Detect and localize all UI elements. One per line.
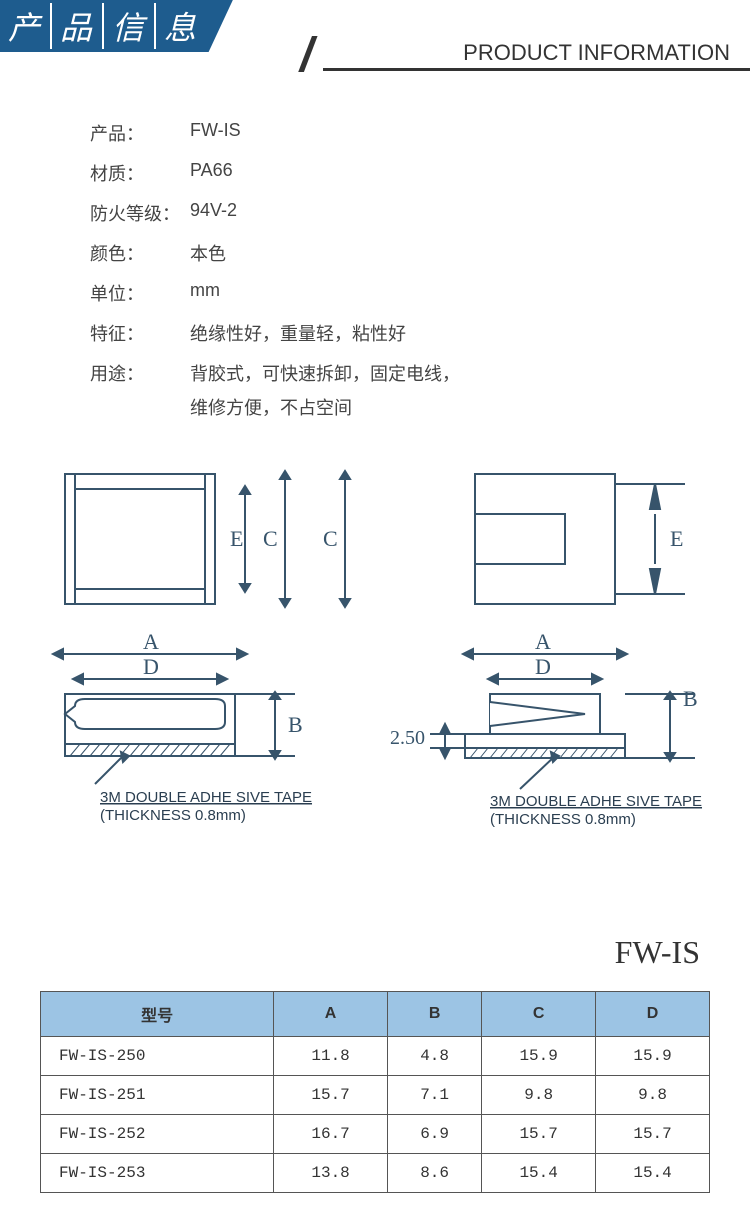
spec-sub: 维修方便，不占空间 (190, 394, 660, 420)
spec-row: 产品：FW-IS (90, 120, 660, 146)
spec-row: 颜色：本色 (90, 240, 660, 266)
technical-diagram: E C C E (0, 464, 750, 924)
spec-label: 单位： (90, 280, 190, 306)
table-cell: 7.1 (388, 1076, 482, 1115)
svg-text:A: A (143, 629, 159, 654)
table-cell: 4.8 (388, 1037, 482, 1076)
spec-value: FW-IS (190, 120, 241, 146)
svg-text:D: D (143, 654, 159, 679)
spec-label: 颜色： (90, 240, 190, 266)
table-cell: 15.7 (274, 1076, 388, 1115)
table-cell: 15.9 (596, 1037, 710, 1076)
spec-label: 特征： (90, 320, 190, 346)
table-row: FW-IS-25011.84.815.915.9 (41, 1037, 710, 1076)
svg-text:B: B (288, 712, 303, 737)
spec-value: PA66 (190, 160, 233, 186)
product-code: FW-IS (0, 934, 750, 971)
banner-char: 产 (0, 3, 52, 49)
table-header: B (388, 992, 482, 1037)
header: 产品信息 / PRODUCT INFORMATION (0, 0, 750, 70)
spec-table: 型号ABCD FW-IS-25011.84.815.915.9FW-IS-251… (40, 991, 710, 1193)
svg-text:A: A (535, 629, 551, 654)
spec-label: 产品： (90, 120, 190, 146)
table-cell: 16.7 (274, 1115, 388, 1154)
banner-slash-icon (206, 0, 236, 52)
subtitle-wrap: / PRODUCT INFORMATION (300, 28, 750, 83)
spec-row: 用途：背胶式，可快速拆卸，固定电线， (90, 360, 660, 386)
svg-text:2.50: 2.50 (390, 727, 425, 749)
svg-text:C: C (263, 526, 278, 551)
spec-label: 材质： (90, 160, 190, 186)
banner-char: 信 (104, 3, 156, 49)
table-row: FW-IS-25216.76.915.715.7 (41, 1115, 710, 1154)
table-header: A (274, 992, 388, 1037)
tape-note-2: 3M DOUBLE ADHE SIVE TAPE (490, 793, 702, 810)
table-cell: 15.4 (482, 1154, 596, 1193)
table-cell: 6.9 (388, 1115, 482, 1154)
spec-row: 防火等级：94V-2 (90, 200, 660, 226)
slash-icon: / (300, 28, 313, 83)
spec-value: 背胶式，可快速拆卸，固定电线， (190, 360, 460, 386)
table-cell: 9.8 (482, 1076, 596, 1115)
banner-char: 息 (156, 3, 206, 49)
table-header: D (596, 992, 710, 1037)
table-header: C (482, 992, 596, 1037)
svg-text:E: E (670, 526, 683, 551)
table-cell: 13.8 (274, 1154, 388, 1193)
table-cell: 15.7 (482, 1115, 596, 1154)
spec-value: 本色 (190, 240, 226, 266)
spec-label: 防火等级： (90, 200, 190, 226)
spec-value: 94V-2 (190, 200, 237, 226)
table-header: 型号 (41, 992, 274, 1037)
table-cell: 11.8 (274, 1037, 388, 1076)
table-cell: 15.9 (482, 1037, 596, 1076)
tape-thick-1: (THICKNESS 0.8mm) (100, 807, 246, 824)
table-row: FW-IS-25313.88.615.415.4 (41, 1154, 710, 1193)
table-cell: 9.8 (596, 1076, 710, 1115)
banner-char: 品 (52, 3, 104, 49)
specs-list: 产品：FW-IS材质：PA66防火等级：94V-2颜色：本色单位：mm特征：绝缘… (0, 100, 750, 464)
spec-value: 绝缘性好，重量轻，粘性好 (190, 320, 406, 346)
subtitle: PRODUCT INFORMATION (323, 40, 750, 71)
diagram-svg: E C C E (45, 464, 705, 864)
tape-thick-2: (THICKNESS 0.8mm) (490, 811, 636, 828)
spec-label: 用途： (90, 360, 190, 386)
svg-text:B: B (683, 686, 698, 711)
svg-text:E: E (230, 526, 243, 551)
spec-row: 材质：PA66 (90, 160, 660, 186)
table-cell: FW-IS-251 (41, 1076, 274, 1115)
table-cell: FW-IS-250 (41, 1037, 274, 1076)
table-cell: FW-IS-253 (41, 1154, 274, 1193)
table-cell: 8.6 (388, 1154, 482, 1193)
spec-row: 单位：mm (90, 280, 660, 306)
tape-note-1: 3M DOUBLE ADHE SIVE TAPE (100, 789, 312, 806)
svg-text:C: C (323, 526, 338, 551)
table-cell: FW-IS-252 (41, 1115, 274, 1154)
svg-text:D: D (535, 654, 551, 679)
table-cell: 15.4 (596, 1154, 710, 1193)
banner-title: 产品信息 (0, 0, 206, 52)
spec-row: 特征：绝缘性好，重量轻，粘性好 (90, 320, 660, 346)
spec-value: mm (190, 280, 220, 306)
table-row: FW-IS-25115.77.19.89.8 (41, 1076, 710, 1115)
dimensions-table: 型号ABCD FW-IS-25011.84.815.915.9FW-IS-251… (0, 991, 750, 1223)
table-cell: 15.7 (596, 1115, 710, 1154)
